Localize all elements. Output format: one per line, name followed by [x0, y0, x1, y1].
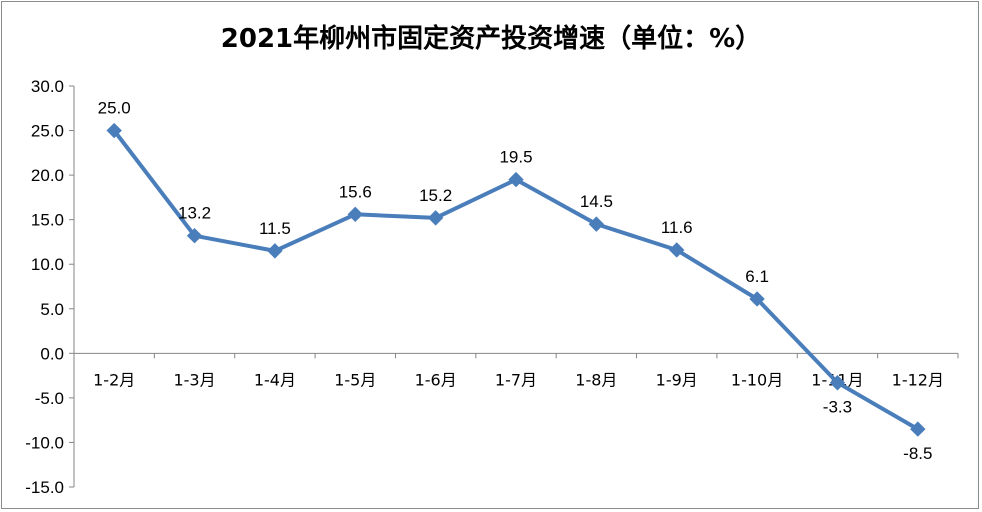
data-point-marker — [588, 216, 605, 232]
data-label: 6.1 — [745, 267, 769, 286]
data-point-marker — [669, 242, 685, 258]
data-label: 15.2 — [419, 186, 452, 205]
x-tick-label: 1-8月 — [575, 370, 617, 389]
data-point-marker — [427, 210, 444, 226]
data-label: -3.3 — [823, 398, 852, 417]
y-tick-label: 0.0 — [40, 344, 64, 363]
x-axis-ticks: 1-2月 1-3月 1-4月 1-5月 1-6月 1-7月 1-8月 1-9月 1-10月 1-1… — [73, 353, 959, 389]
data-point-marker — [749, 291, 765, 307]
data-labels: 25.0 13.2 11.5 15.6 15.2 19.5 14.5 11.6 6.1 -3.3 -… — [98, 99, 933, 464]
data-label: 11.5 — [259, 219, 291, 238]
data-point-marker — [186, 227, 203, 244]
y-tick-label: -5.0 — [35, 389, 64, 408]
y-tick-label: 25.0 — [31, 122, 64, 141]
x-tick-label: 1-6月 — [415, 370, 457, 389]
y-tick-label: 15.0 — [31, 211, 64, 230]
y-tick-label: 30.0 — [31, 77, 64, 96]
data-label: 13.2 — [178, 204, 211, 223]
data-label: 19.5 — [499, 148, 532, 167]
y-tick-label: 5.0 — [40, 300, 64, 319]
x-tick-label: 1-12月 — [892, 370, 944, 389]
data-label: 14.5 — [580, 192, 613, 211]
x-tick-label: 1-9月 — [656, 370, 698, 389]
data-point-marker — [106, 122, 122, 139]
chart-title: 2021年柳州市固定资产投资增速（单位：%） — [220, 24, 762, 54]
data-label: 11.6 — [661, 218, 693, 237]
y-tick-label: 20.0 — [31, 166, 64, 185]
y-tick-label: 10.0 — [31, 255, 64, 274]
data-point-marker — [508, 171, 524, 188]
data-label: 15.6 — [339, 182, 372, 201]
y-tick-label: -10.0 — [25, 433, 64, 452]
y-tick-label: -15.0 — [25, 478, 64, 497]
data-label: 25.0 — [98, 99, 131, 118]
y-axis-ticks: 30.0 25.0 20.0 15.0 10.0 5.0 0.0 -5.0 -10.0 -15.0 — [25, 77, 74, 497]
x-tick-label: 1-10月 — [731, 370, 783, 389]
series-markers — [106, 122, 926, 437]
data-point-marker — [910, 421, 926, 437]
x-tick-label: 1-7月 — [495, 370, 537, 389]
x-tick-label: 1-2月 — [93, 370, 135, 389]
x-tick-label: 1-3月 — [173, 370, 215, 389]
data-label: -8.5 — [903, 444, 932, 463]
x-tick-label: 1-5月 — [334, 370, 376, 389]
data-point-marker — [347, 206, 363, 223]
x-tick-label: 1-4月 — [254, 370, 296, 389]
data-point-marker — [829, 375, 846, 391]
data-point-marker — [267, 243, 283, 259]
